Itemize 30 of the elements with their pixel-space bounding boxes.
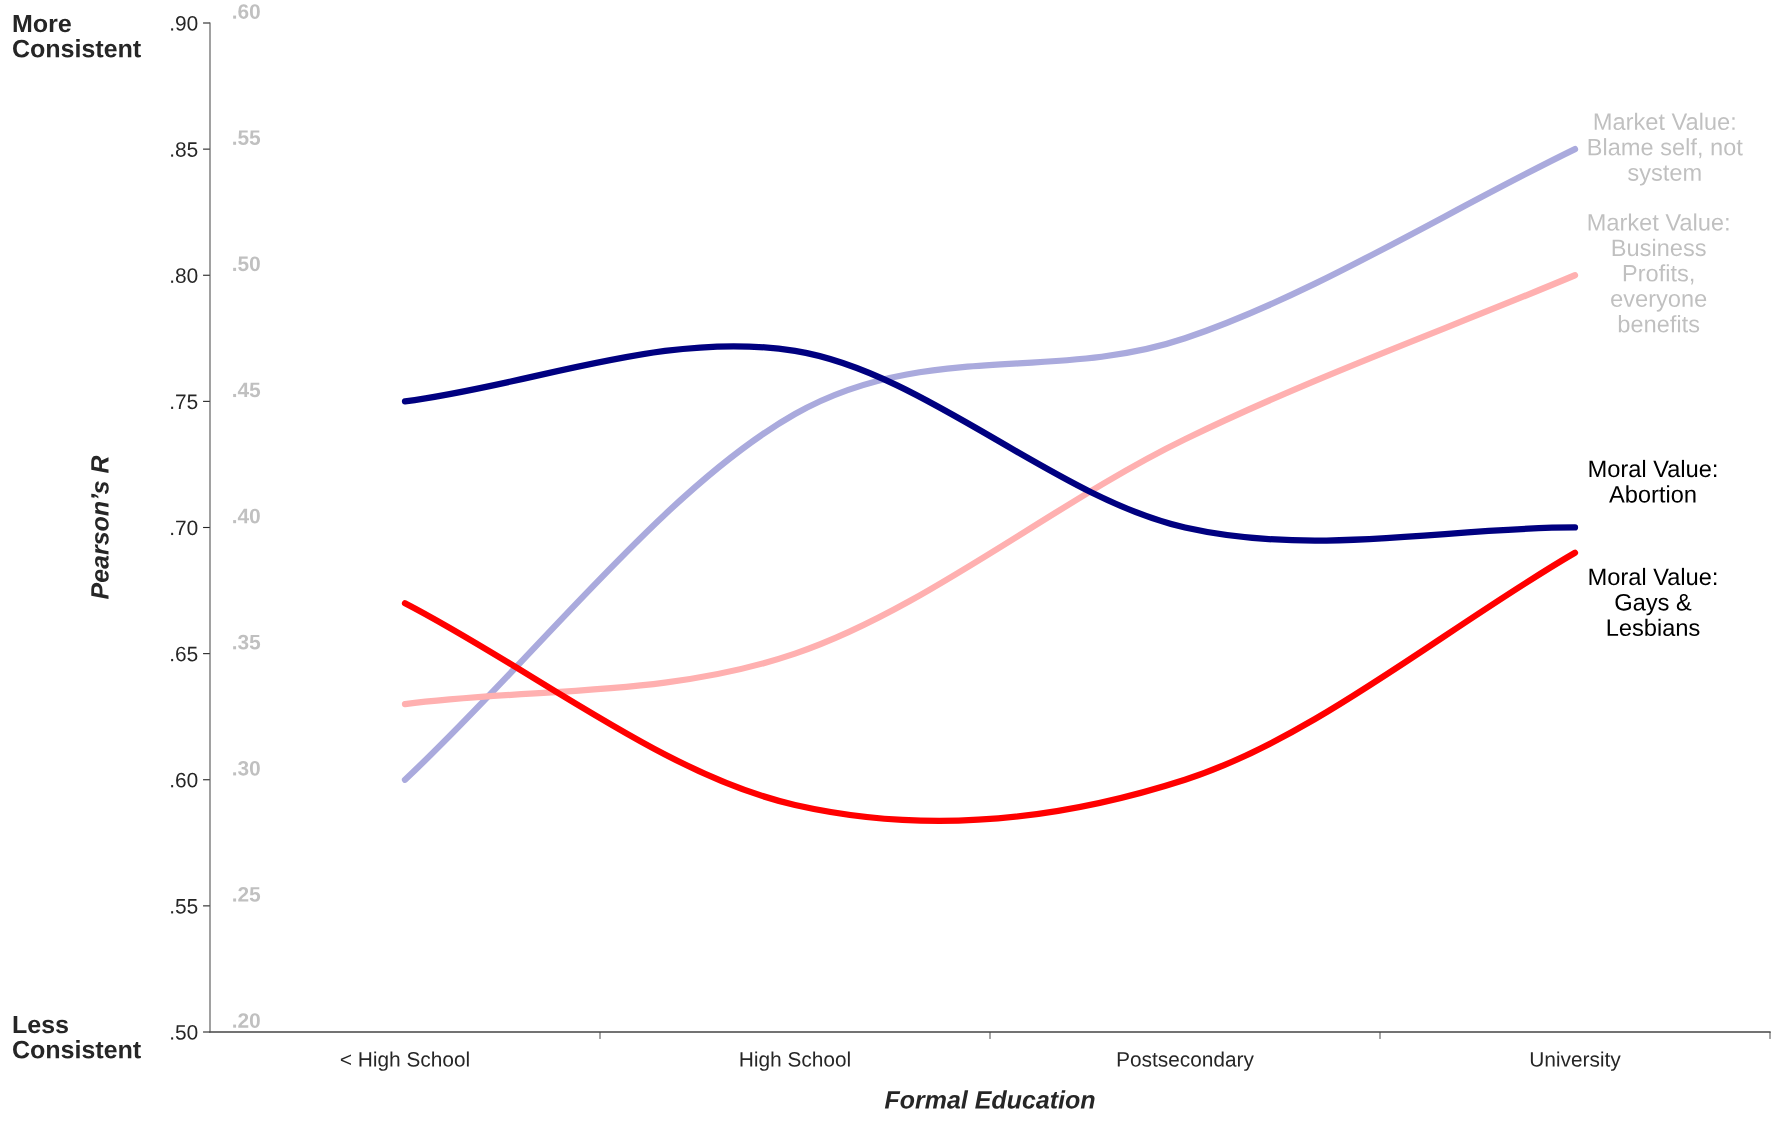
text: More Consistent (13, 14, 141, 58)
y2-tick-label: .50 (233, 256, 260, 272)
y2-tick-label: .20 (233, 1013, 260, 1028)
y-tick-label: .85 (171, 142, 198, 157)
series-label: Moral Value: Abortion (1589, 459, 1717, 503)
y-tick-label: .80 (171, 268, 198, 283)
y-axis-title: Pearson’s R (91, 455, 109, 600)
x-tick-label: High School (740, 1051, 850, 1071)
y2-tick-label: .45 (233, 382, 261, 398)
series-label: Market Value: Blame self, not system (1588, 112, 1743, 186)
x-tick-label: < High School (340, 1051, 469, 1071)
y2-tick-label: .30 (233, 760, 260, 776)
y-tick-label: .65 (171, 646, 198, 662)
x-tick-label: University (1530, 1051, 1621, 1071)
y-tick-label: .55 (171, 899, 198, 914)
x-axis-title: Formal Education (884, 1090, 1095, 1109)
y-tick-label: .60 (171, 772, 198, 788)
series-label: Moral Value: Gays & Lesbians (1589, 567, 1717, 637)
y2-tick-label: .35 (233, 634, 261, 650)
y2-tick-label: .25 (233, 887, 261, 902)
y-tick-label: .70 (171, 520, 198, 536)
text: Less Consistent (13, 1015, 141, 1059)
y2-tick-label: .40 (233, 508, 260, 524)
y2-tick-label: .55 (233, 130, 261, 146)
y-tick-label: .50 (171, 1025, 198, 1040)
y-tick-label: .75 (171, 394, 198, 410)
y2-tick-label: .60 (233, 4, 260, 19)
x-tick-label: Postsecondary (1117, 1051, 1254, 1071)
y-tick-label: .90 (171, 16, 198, 31)
series-label: Market Value: Business Profits, everyone benefits (1588, 213, 1729, 333)
